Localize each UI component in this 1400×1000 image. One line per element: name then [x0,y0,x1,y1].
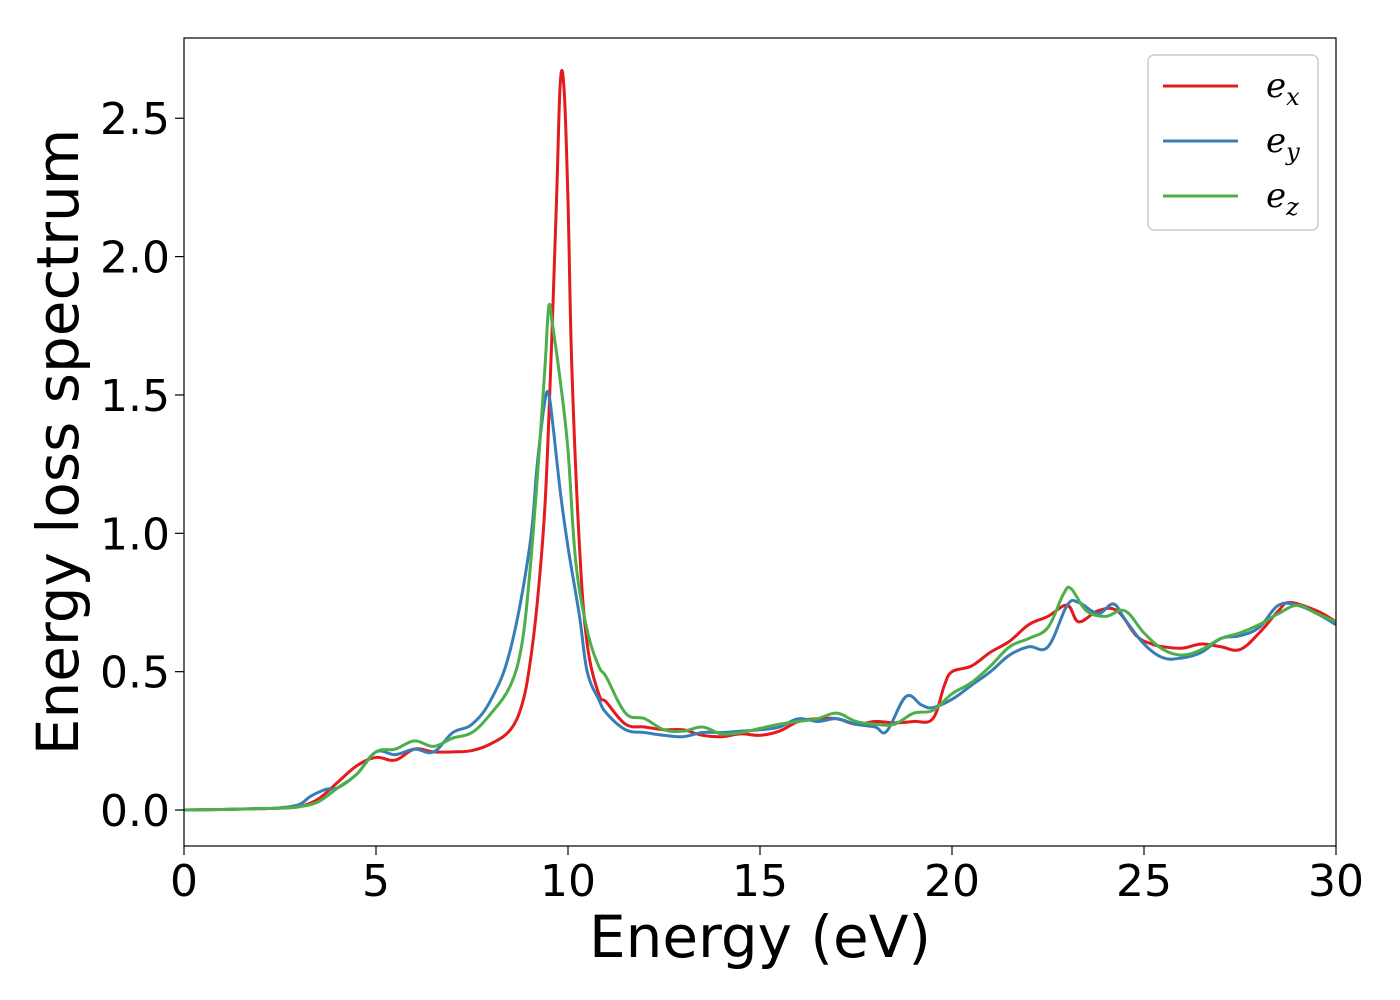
x-tick-label: 0 [170,856,198,907]
y-tick-label: 1.0 [100,509,170,560]
y-tick-label: 0.0 [100,786,170,837]
legend-label-e-z: ez [1266,176,1299,221]
x-axis-ticks: 0 5 10 15 20 25 30 [170,846,1364,907]
legend-label-e-y: ey [1266,121,1300,166]
x-tick-label: 10 [540,856,596,907]
x-tick-label: 5 [362,856,390,907]
series-line-e-z [184,302,1336,812]
legend-label-e-x: ex [1266,66,1300,111]
x-tick-label: 30 [1308,856,1364,907]
x-tick-label: 25 [1116,856,1172,907]
legend: ex ey ez [1147,54,1319,231]
x-tick-label: 20 [924,856,980,907]
y-tick-label: 0.5 [100,648,170,699]
y-tick-label: 1.5 [100,371,170,422]
x-axis-label: Energy (eV) [589,903,931,971]
series-lines [184,68,1336,812]
y-tick-label: 2.0 [100,233,170,284]
y-axis-label: Energy loss spectrum [24,129,92,755]
y-tick-label: 2.5 [100,94,170,145]
y-axis-ticks: 0.0 0.5 1.0 1.5 2.0 2.5 [100,94,184,837]
x-tick-label: 15 [732,856,788,907]
